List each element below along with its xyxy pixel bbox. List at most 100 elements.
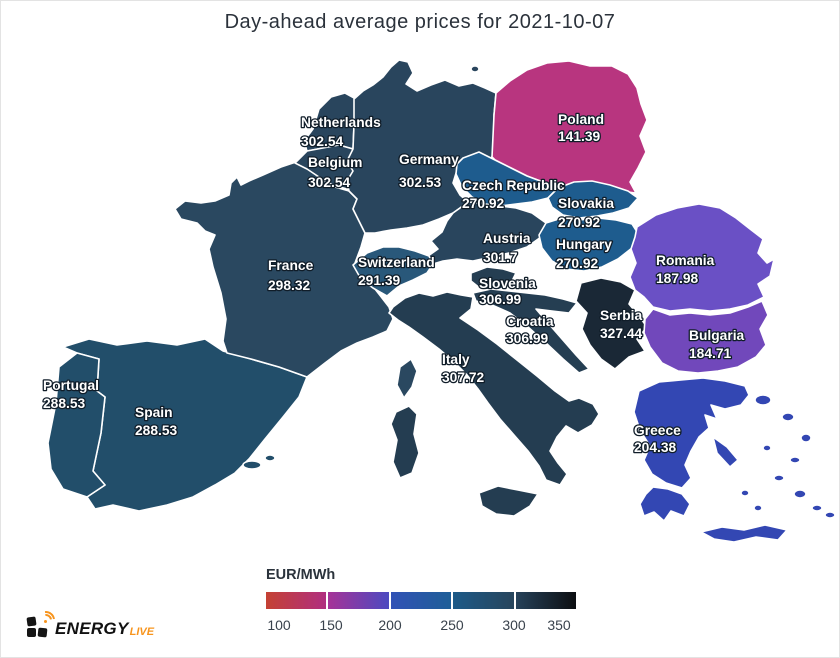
island-greece[interactable] [781,412,795,422]
island-greece[interactable] [773,474,785,482]
country-name-label-croatia: Croatia [506,314,554,329]
island-spain[interactable] [264,454,276,462]
legend-segment-1 [328,592,389,609]
country-name-label-slovakia: Slovakia [558,196,614,211]
legend-tick-150: 150 [319,617,343,633]
country-croatia[interactable] [472,288,590,374]
wifi-signal-icon [33,607,59,633]
country-hungary[interactable] [538,217,640,272]
island-germany[interactable] [470,65,480,73]
legend-segment-4 [515,592,577,609]
brand-suffix: LIVE [129,626,155,638]
legend-gradient-bar [266,592,577,609]
island-italy[interactable] [390,405,420,479]
country-value-label-hungary: 270.92 [556,256,599,271]
legend-segment-0 [266,592,327,609]
brand-name: ENERGY [55,619,129,638]
country-shape-austria[interactable] [427,201,547,265]
island-greece[interactable] [800,433,812,443]
country-shape-portugal[interactable] [47,352,106,498]
country-name-label-bulgaria: Bulgaria [689,328,745,343]
color-scale-legend: EUR/MWh 100 150 200 250 300 350 [266,567,586,635]
country-slovakia[interactable] [547,180,639,219]
island-greece[interactable] [789,456,801,464]
country-name-label-spain: Spain [135,405,173,420]
island-greece[interactable] [740,489,750,497]
legend-unit-label: EUR/MWh [266,567,336,583]
island-greece[interactable] [639,486,691,522]
island-greece[interactable] [793,489,807,499]
island-france[interactable] [396,358,418,399]
country-value-label-belgium: 302.54 [308,175,351,190]
country-value-label-slovakia: 270.92 [558,215,601,230]
country-value-label-serbia: 327.44 [600,326,643,341]
country-romania[interactable] [629,203,775,312]
country-value-label-austria: 301.7 [483,250,518,265]
country-name-label-germany: Germany [399,152,459,167]
country-name-label-czech: Czech Republic [462,178,565,193]
legend-tick-100: 100 [267,617,291,633]
country-greece[interactable] [633,377,836,543]
country-value-label-netherlands: 302.54 [301,134,344,149]
country-switzerland[interactable] [352,246,434,297]
island-greece[interactable] [700,524,788,543]
brand-logo: ENERGY LIVE [25,605,154,639]
island-greece[interactable] [811,504,823,512]
country-value-label-poland: 141.39 [558,129,601,144]
legend-tick-350: 350 [547,617,571,633]
country-value-label-portugal: 288.53 [43,396,86,411]
country-value-label-slovenia: 306.99 [479,292,522,307]
country-value-label-greece: 204.38 [634,440,677,455]
energy-blocks-icon [25,605,59,639]
island-greece[interactable] [712,436,739,468]
legend-tick-200: 200 [378,617,402,633]
island-greece[interactable] [824,511,836,519]
country-name-label-france: France [268,258,314,273]
country-value-label-germany: 302.53 [399,175,442,190]
country-serbia[interactable] [575,277,648,370]
country-value-label-italy: 307.72 [442,370,485,385]
country-shape-slovenia[interactable] [470,266,517,292]
country-austria[interactable] [427,201,547,265]
country-shape-czech[interactable] [455,151,559,207]
country-italy[interactable] [388,291,600,517]
country-value-label-spain: 288.53 [135,423,178,438]
page-title: Day-ahead average prices for 2021-10-07 [224,11,616,33]
country-name-label-belgium: Belgium [308,155,362,170]
country-name-label-netherlands: Netherlands [301,115,381,130]
country-name-label-romania: Romania [656,253,715,268]
country-value-label-croatia: 306.99 [506,331,549,346]
legend-segment-2 [390,592,452,609]
country-name-label-portugal: Portugal [43,378,99,393]
country-shape-switzerland[interactable] [352,246,434,297]
country-shape-italy[interactable] [388,291,600,486]
country-shape-hungary[interactable] [538,217,640,272]
legend-tick-labels: 100 150 200 250 300 350 [266,617,586,635]
country-shape-serbia[interactable] [575,277,648,370]
country-czech[interactable] [455,151,559,207]
country-value-label-romania: 187.98 [656,271,699,286]
island-greece[interactable] [754,394,772,406]
island-greece[interactable] [753,504,763,512]
island-greece[interactable] [762,444,772,452]
legend-tick-250: 250 [440,617,464,633]
country-shape-romania[interactable] [629,203,775,312]
island-italy[interactable] [478,485,539,517]
country-shape-croatia[interactable] [472,288,590,374]
country-name-label-hungary: Hungary [556,237,612,252]
country-name-label-italy: Italy [442,352,470,367]
island-spain[interactable] [242,460,262,470]
country-shape-bulgaria[interactable] [643,300,769,374]
country-shape-greece[interactable] [633,377,750,489]
country-shape-slovakia[interactable] [547,180,639,219]
country-slovenia[interactable] [470,266,517,292]
country-bulgaria[interactable] [643,300,769,374]
country-value-label-switzerland: 291.39 [358,273,401,288]
country-name-label-poland: Poland [558,112,604,127]
country-value-label-france: 298.32 [268,278,311,293]
country-portugal[interactable] [47,352,106,498]
country-name-label-slovenia: Slovenia [479,276,536,291]
country-name-label-greece: Greece [634,423,681,438]
